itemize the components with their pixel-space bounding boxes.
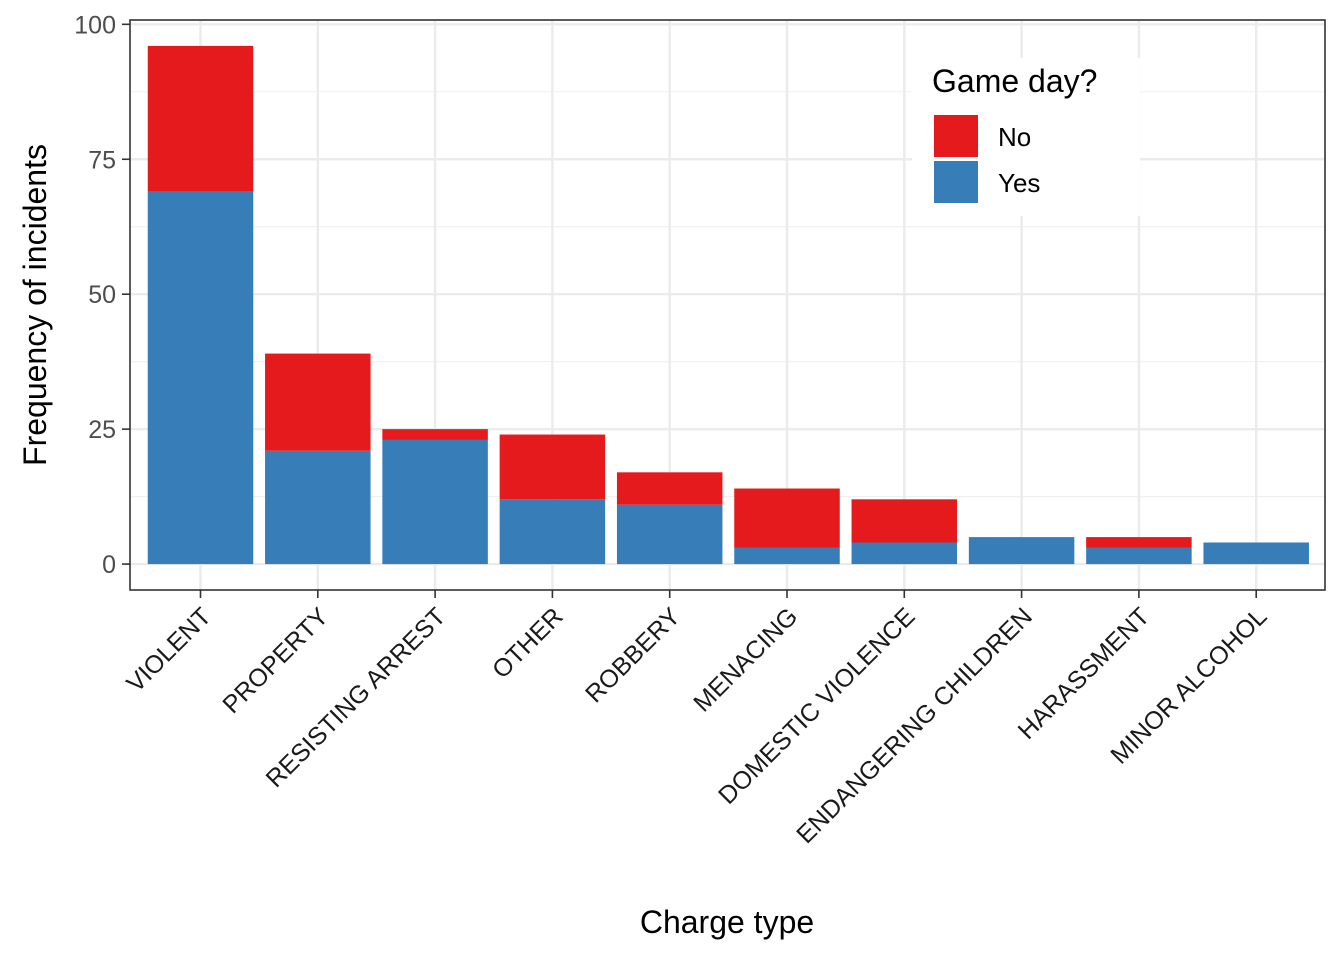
y-axis: 0 25 50 75 100 [74,11,130,579]
bar-yes-violent [147,191,254,565]
bar-no-property [265,353,371,451]
panel-border [129,19,1326,591]
bar-yes-resisting-arrest [382,439,488,565]
bar-no-domestic-violence [851,499,958,543]
bar-yes-harassment [1086,547,1192,565]
bar-yes-domestic-violence [851,542,958,565]
x-tick-label: PROPERTY [217,602,334,719]
y-tick-label: 25 [88,416,116,444]
x-tick-label: ENDANGERING CHILDREN [791,602,1038,849]
legend-label-no: No [998,122,1031,152]
y-tick-label: 50 [88,281,116,309]
bar-yes-property [265,450,371,565]
bar-yes-robbery [616,504,723,565]
y-tick-label: 100 [74,11,116,39]
x-tick-label: MENACING [688,602,803,717]
bar-no-other [499,434,606,500]
bar-yes-other [499,499,606,565]
legend-key-no [934,115,978,157]
legend-title: Game day? [932,63,1097,99]
x-axis-title: Charge type [640,904,814,940]
legend-key-yes [934,161,978,203]
x-tick-label: DOMESTIC VIOLENCE [713,602,920,809]
x-tick-label: VIOLENT [121,602,216,697]
legend-label-yes: Yes [998,168,1040,198]
y-tick-label: 75 [88,146,116,174]
bar-yes-menacing [734,547,840,565]
x-tick-label: ROBBERY [580,602,686,708]
bar-yes-endangering-children [968,537,1075,565]
bar-no-robbery [616,472,723,505]
bars [147,45,1309,565]
y-tick-label: 0 [102,551,116,579]
y-axis-title: Frequency of incidents [17,144,53,466]
bar-no-menacing [734,488,840,548]
bar-no-resisting-arrest [382,429,488,440]
bar-yes-minor-alcohol [1203,542,1309,565]
bar-no-harassment [1086,537,1192,548]
x-tick-label: OTHER [487,602,569,684]
bar-no-violent [147,45,254,192]
legend: Game day? No Yes [912,58,1140,216]
